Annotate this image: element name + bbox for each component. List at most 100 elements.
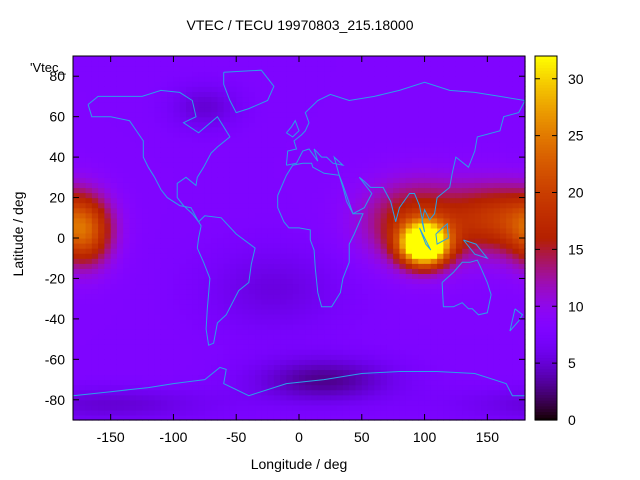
heatmap-cell (374, 318, 382, 325)
heatmap-cell (79, 359, 87, 365)
heatmap-cell (211, 238, 218, 244)
heatmap-cell (217, 263, 225, 269)
heatmap-cell (324, 369, 331, 376)
heatmap-cell (123, 66, 131, 72)
heatmap-cell (242, 121, 250, 128)
heatmap-cell (324, 399, 331, 406)
heatmap-cell (135, 369, 143, 376)
heatmap-cell (342, 349, 350, 355)
heatmap-cell (342, 278, 350, 285)
heatmap-cell (292, 364, 300, 371)
heatmap-cell (393, 268, 401, 274)
heatmap-cell (242, 162, 250, 168)
heatmap-cell (437, 101, 444, 108)
heatmap-cell (430, 323, 438, 330)
heatmap-cell (91, 404, 99, 411)
heatmap-cell (299, 293, 306, 300)
heatmap-cell (324, 111, 331, 118)
heatmap-cell (399, 147, 407, 153)
heatmap-cell (229, 167, 237, 173)
heatmap-cell (273, 248, 281, 254)
heatmap-cell (405, 91, 413, 98)
heatmap-cell (299, 374, 306, 381)
heatmap-cell (123, 121, 131, 128)
heatmap-cell (142, 197, 149, 204)
heatmap-cell (217, 238, 225, 244)
heatmap-cell (405, 232, 413, 239)
heatmap-cell (412, 61, 419, 67)
heatmap-cell (499, 56, 507, 62)
heatmap-cell (487, 157, 495, 163)
heatmap-cell (242, 141, 250, 148)
heatmap-cell (110, 248, 118, 254)
heatmap-cell (412, 217, 419, 224)
heatmap-cell (311, 197, 319, 204)
heatmap-cell (116, 409, 124, 416)
heatmap-cell (330, 278, 338, 285)
heatmap-cell (236, 409, 244, 416)
heatmap-cell (211, 318, 218, 325)
heatmap-cell (412, 172, 419, 178)
heatmap-cell (330, 126, 338, 133)
heatmap-cell (455, 56, 463, 62)
heatmap-cell (474, 91, 482, 98)
heatmap-cell (361, 222, 369, 229)
heatmap-cell (129, 303, 137, 310)
heatmap-cell (349, 389, 357, 396)
heatmap-cell (342, 238, 350, 244)
heatmap-cell (380, 379, 388, 386)
heatmap-cell (361, 212, 369, 219)
heatmap-cell (248, 349, 256, 355)
heatmap-cell (267, 278, 275, 285)
heatmap-cell (167, 404, 175, 411)
heatmap-cell (355, 298, 363, 305)
heatmap-cell (186, 268, 193, 274)
heatmap-cell (305, 147, 313, 153)
heatmap-cell (73, 384, 80, 391)
heatmap-cell (349, 263, 357, 269)
heatmap-cell (374, 359, 382, 365)
heatmap-cell (135, 157, 143, 163)
heatmap-cell (286, 106, 294, 113)
heatmap-cell (142, 414, 149, 421)
heatmap-cell (73, 329, 80, 335)
heatmap-cell (79, 308, 87, 315)
heatmap-cell (355, 177, 363, 183)
heatmap-cell (468, 273, 476, 280)
heatmap-cell (437, 61, 444, 67)
heatmap-cell (148, 283, 156, 290)
heatmap-cell (85, 192, 93, 199)
heatmap-cell (248, 263, 256, 269)
heatmap-cell (299, 344, 306, 350)
heatmap-cell (412, 212, 419, 219)
heatmap-cell (211, 308, 218, 315)
heatmap-cell (368, 283, 375, 290)
heatmap-cell (110, 349, 118, 355)
heatmap-cell (204, 359, 212, 365)
heatmap-cell (374, 217, 382, 224)
heatmap-cell (142, 207, 149, 214)
heatmap-cell (223, 288, 231, 295)
heatmap-cell (393, 121, 401, 128)
heatmap-cell (273, 147, 281, 153)
heatmap-cell (336, 313, 344, 320)
heatmap-cell (305, 263, 313, 269)
heatmap-cell (468, 177, 476, 183)
heatmap-cell (248, 344, 256, 350)
heatmap-cell (443, 253, 451, 259)
heatmap-cell (305, 268, 313, 274)
heatmap-cell (487, 329, 495, 335)
heatmap-cell (229, 91, 237, 98)
heatmap-cell (405, 111, 413, 118)
heatmap-cell (468, 238, 476, 244)
heatmap-cell (399, 207, 407, 214)
heatmap-cell (286, 157, 294, 163)
heatmap-cell (393, 313, 401, 320)
heatmap-cell (368, 248, 375, 254)
heatmap-cell (211, 323, 218, 330)
heatmap-cell (242, 76, 250, 82)
heatmap-cell (424, 131, 432, 138)
heatmap-cell (330, 344, 338, 350)
heatmap-cell (273, 212, 281, 219)
heatmap-cell (110, 364, 118, 371)
